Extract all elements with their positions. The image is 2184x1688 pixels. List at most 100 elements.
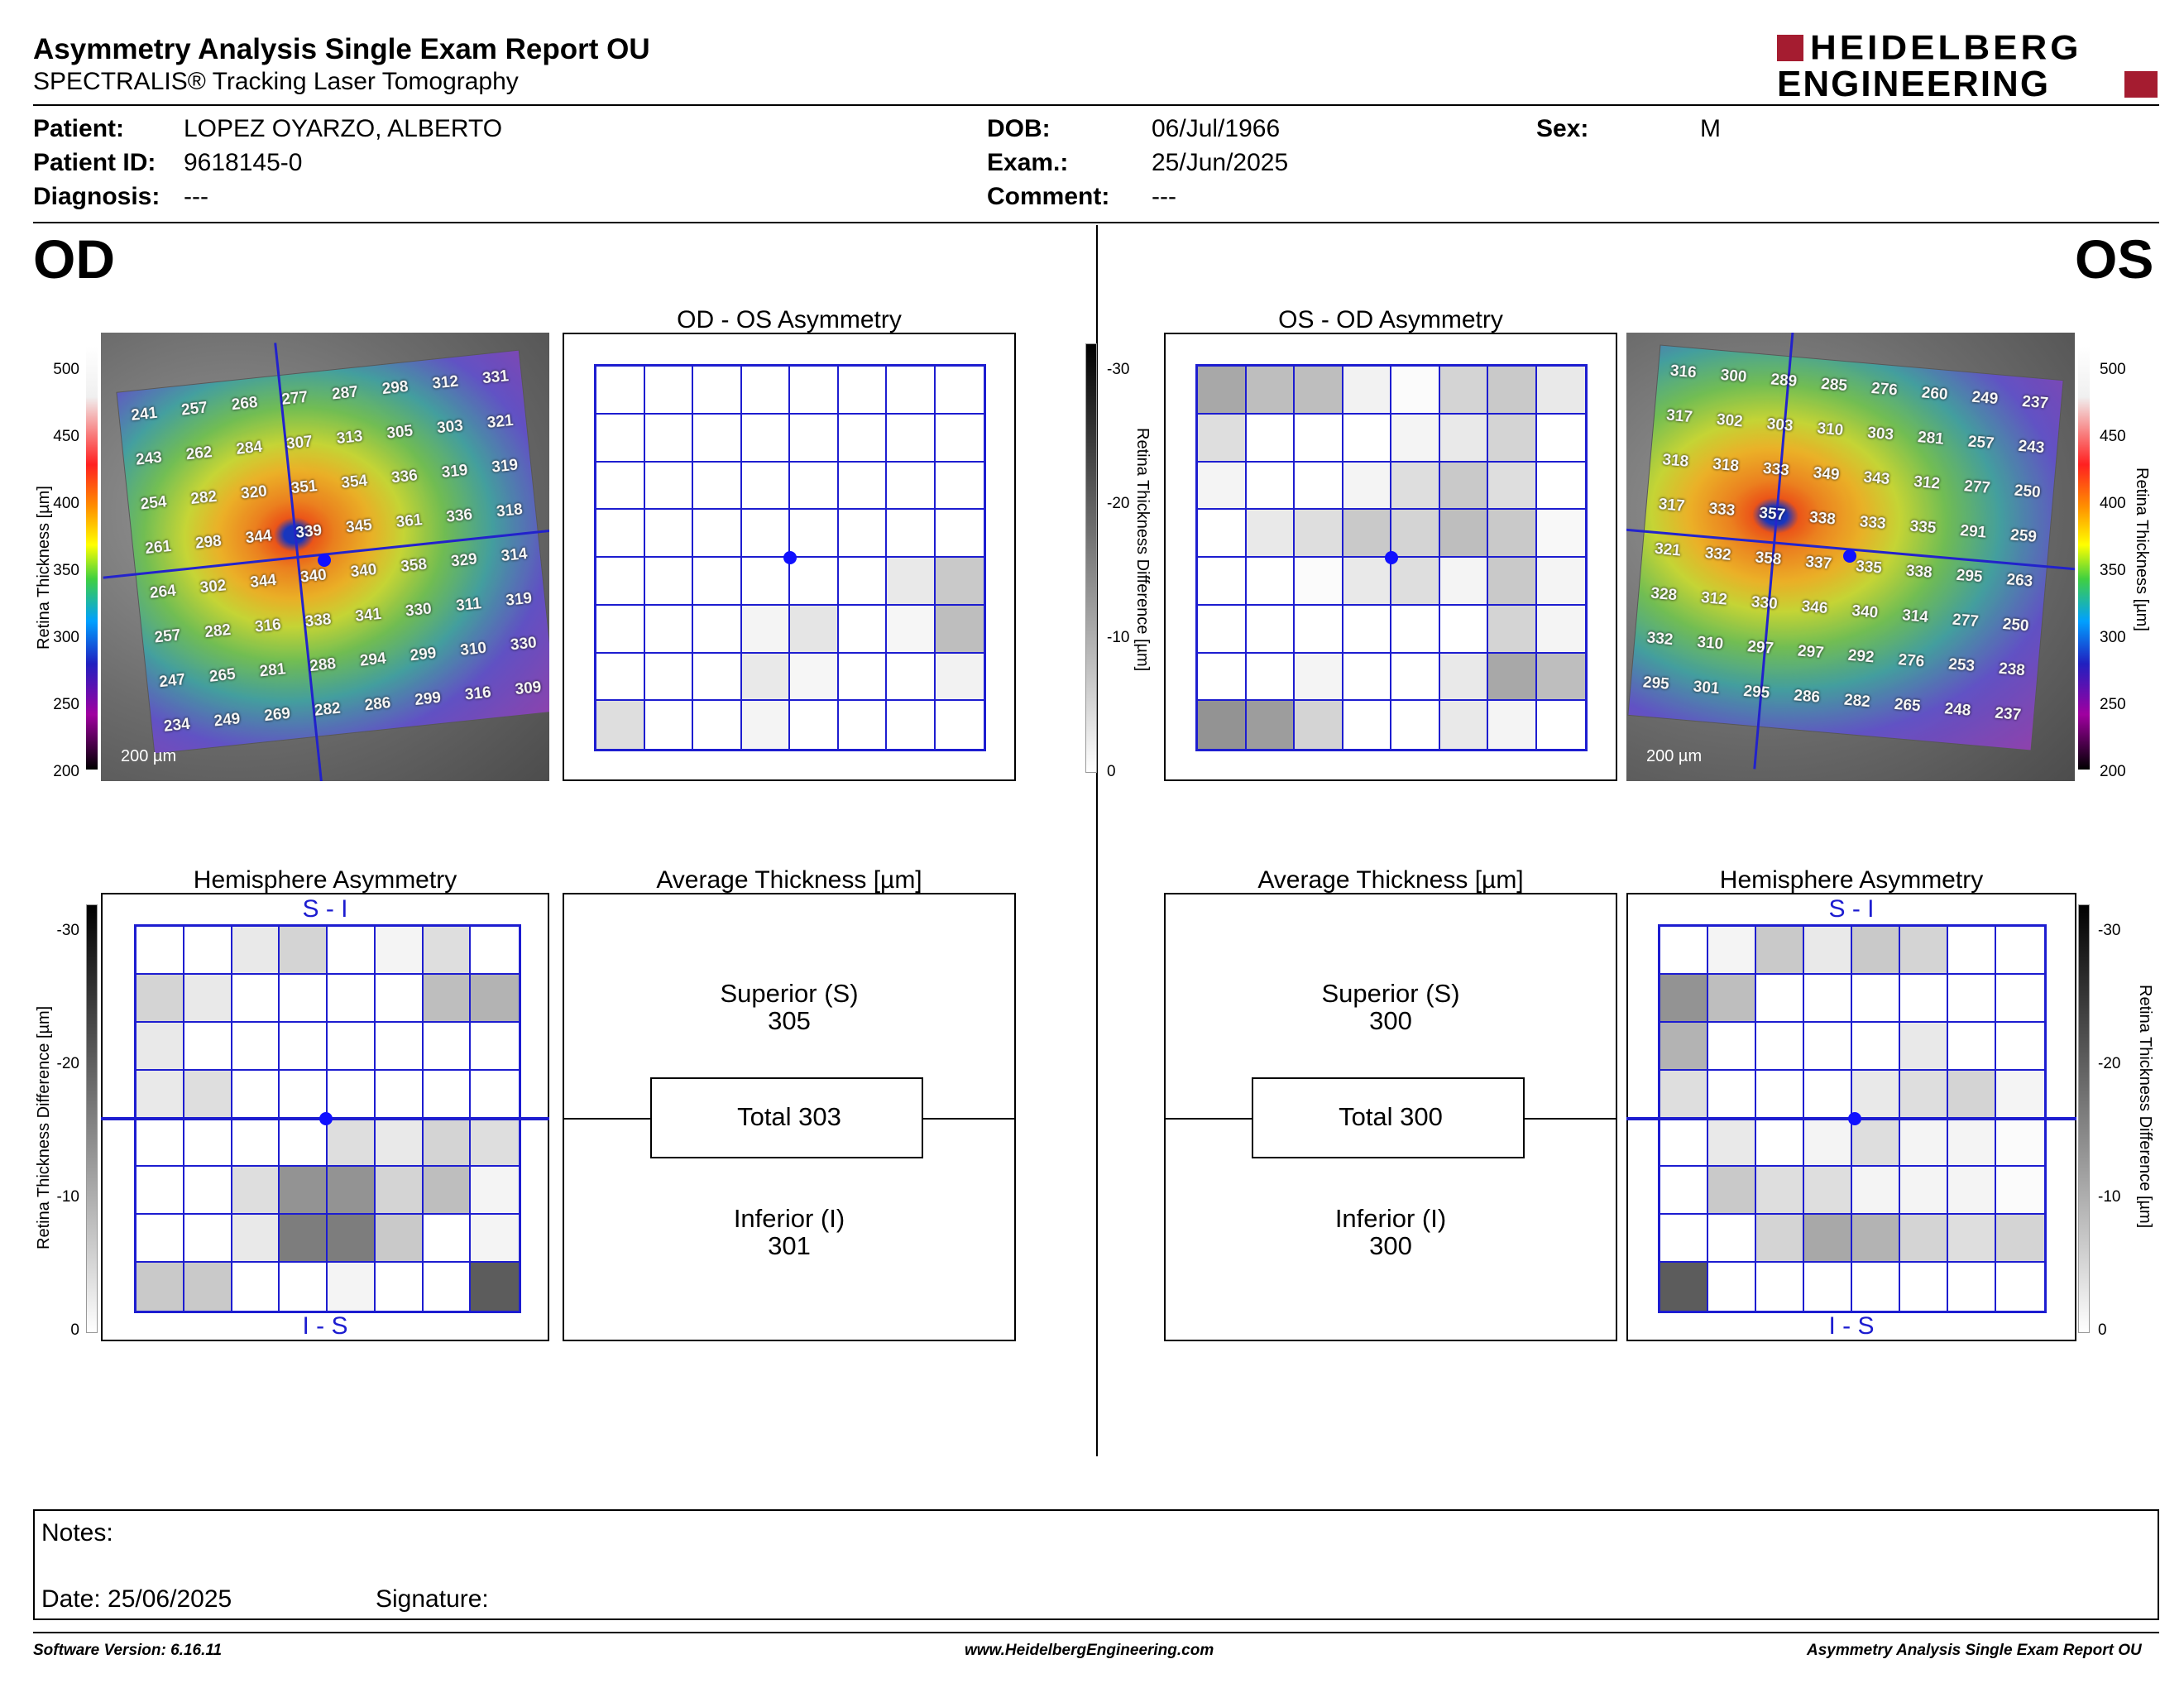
thickness-value: 303 xyxy=(436,417,464,438)
grid-cell xyxy=(184,1167,232,1215)
grid-cell xyxy=(471,1215,519,1263)
grid-cell xyxy=(280,1167,328,1215)
grid-cell xyxy=(887,462,936,511)
grid-cell xyxy=(838,414,887,463)
grid-cell xyxy=(375,1215,424,1263)
grid-cell xyxy=(1536,701,1585,749)
os-od-asym-title: OS - OD Asymmetry xyxy=(1278,306,1503,333)
os-od-asym-grid xyxy=(1195,364,1588,751)
grid-cell xyxy=(136,1071,184,1119)
footer-report-name: Asymmetry Analysis Single Exam Report OU xyxy=(1807,1642,2142,1659)
thickness-value: 248 xyxy=(1943,700,1972,720)
axis-tick-label: 0 xyxy=(2098,1321,2107,1339)
grid-cell xyxy=(596,367,645,415)
grid-cell xyxy=(790,414,839,463)
grid-cell xyxy=(328,1119,376,1167)
grid-cell xyxy=(1948,1023,1996,1071)
grid-cell xyxy=(1391,462,1440,511)
grid-cell xyxy=(1660,1263,1708,1311)
grid-cell xyxy=(1756,1119,1804,1167)
thickness-value: 319 xyxy=(491,456,520,477)
grid-cell xyxy=(887,558,936,606)
grid-cell xyxy=(375,927,424,975)
thickness-value: 336 xyxy=(390,467,419,487)
grid-cell xyxy=(328,1071,376,1119)
grid-cell xyxy=(838,605,887,654)
grid-cell xyxy=(280,1119,328,1167)
grid-cell xyxy=(693,701,742,749)
grid-cell xyxy=(1488,462,1537,511)
grid-cell xyxy=(1198,558,1247,606)
grid-cell xyxy=(1536,367,1585,415)
od-superior-label: Superior (S) xyxy=(720,979,859,1008)
grid-cell xyxy=(596,653,645,702)
thickness-value: 316 xyxy=(1669,362,1698,382)
grid-cell xyxy=(1900,1263,1948,1311)
grid-cell xyxy=(232,1167,280,1215)
thickness-value: 234 xyxy=(163,715,191,736)
grid-cell xyxy=(935,367,984,415)
axis-tick-label: 350 xyxy=(2100,562,2126,579)
os-eye-label: OS xyxy=(2075,228,2154,290)
grid-cell xyxy=(1996,1167,2044,1215)
thickness-value: 253 xyxy=(1947,655,1976,676)
grid-cell xyxy=(1439,462,1488,511)
os-fovea-marker xyxy=(1843,549,1856,563)
grid-cell xyxy=(1900,975,1948,1023)
od-fundus-image: 241 257 268 277 287 298 312 331 243 262 284 307 313 3… xyxy=(101,333,549,781)
grid-cell xyxy=(1852,1119,1900,1167)
thickness-value: 343 xyxy=(1862,468,1891,489)
axis-tick-label: 0 xyxy=(1107,763,1116,780)
grid-cell xyxy=(693,653,742,702)
grid-cell xyxy=(1295,701,1343,749)
thickness-value: 344 xyxy=(244,527,273,548)
thickness-value: 310 xyxy=(459,639,488,659)
os-thickness-map: 316 300 289 285 276 260 249 237 317 302 303 310 303 2… xyxy=(1626,333,2075,770)
grid-cell xyxy=(1246,558,1295,606)
thickness-value: 254 xyxy=(139,493,168,514)
grid-cell xyxy=(596,605,645,654)
notes-box[interactable]: Notes: Date: 25/06/2025 Signature: xyxy=(33,1509,2159,1620)
grid-cell xyxy=(1756,1167,1804,1215)
od-fovea-marker xyxy=(318,554,331,567)
grid-cell xyxy=(1708,1263,1756,1311)
grid-cell xyxy=(935,701,984,749)
grid-cell xyxy=(1660,1167,1708,1215)
thickness-value: 330 xyxy=(1751,593,1779,614)
grid-cell xyxy=(1488,367,1537,415)
grid-cell xyxy=(1536,462,1585,511)
thickness-value: 316 xyxy=(254,616,282,636)
grid-cell xyxy=(935,558,984,606)
grid-cell xyxy=(1439,510,1488,558)
thickness-value: 247 xyxy=(158,671,187,692)
grid-cell xyxy=(423,927,472,975)
grid-cell xyxy=(935,653,984,702)
grid-cell xyxy=(1439,414,1488,463)
thickness-value: 302 xyxy=(199,577,228,597)
axis-tick-label: 500 xyxy=(53,361,79,378)
thickness-value: 329 xyxy=(450,550,478,571)
axis-tick-label: -20 xyxy=(56,1055,79,1072)
grid-cell xyxy=(790,367,839,415)
thickness-value: 351 xyxy=(290,477,318,498)
thickness-value: 300 xyxy=(1719,367,1748,386)
grid-cell xyxy=(184,1263,232,1311)
grid-cell xyxy=(1948,975,1996,1023)
thickness-value: 328 xyxy=(1650,584,1678,605)
grid-cell xyxy=(375,1167,424,1215)
thickness-value: 303 xyxy=(1765,415,1794,435)
grid-cell xyxy=(232,975,280,1023)
grid-cell xyxy=(1708,1215,1756,1263)
grid-cell xyxy=(741,653,790,702)
thickness-value: 237 xyxy=(2021,392,2049,413)
thickness-value: 297 xyxy=(1746,638,1774,658)
footer-url[interactable]: www.HeidelbergEngineering.com xyxy=(965,1642,1214,1659)
grid-cell xyxy=(644,414,693,463)
grid-cell xyxy=(280,1023,328,1071)
axis-tick-label: -20 xyxy=(1107,495,1130,512)
grid-cell xyxy=(1996,1215,2044,1263)
grid-cell xyxy=(741,367,790,415)
grid-cell xyxy=(741,510,790,558)
thickness-value: 316 xyxy=(464,683,492,704)
grid-cell xyxy=(1756,975,1804,1023)
